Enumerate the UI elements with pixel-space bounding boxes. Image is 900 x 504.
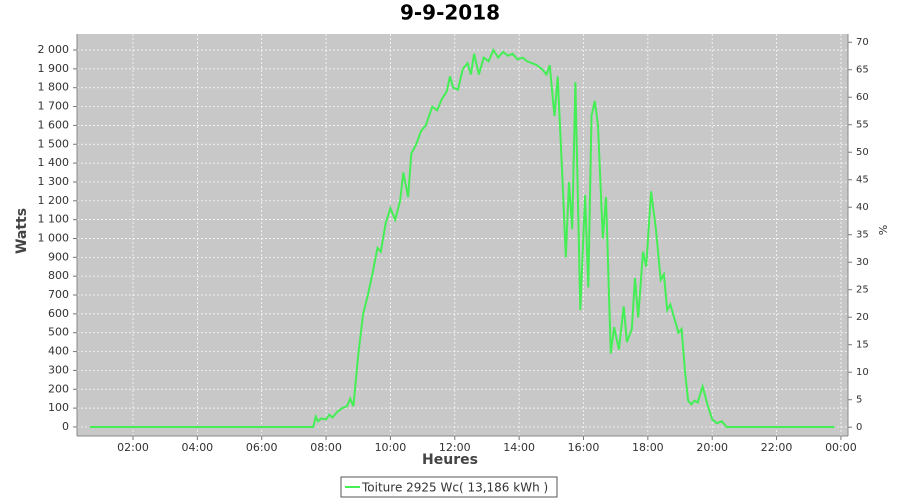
plot-area xyxy=(77,34,848,436)
data-line xyxy=(89,47,835,428)
legend-label: Toiture 2925 Wc( 13,186 kWh ) xyxy=(361,481,548,495)
y-tick-label: 600 xyxy=(48,307,69,320)
y-tick-label: 1 300 xyxy=(38,175,70,188)
y2-axis-title: % xyxy=(876,225,889,235)
x-tick-label: 10:00 xyxy=(375,441,407,454)
y-tick-label: 700 xyxy=(48,288,69,301)
x-tick-label: 18:00 xyxy=(632,441,664,454)
y-tick-label: 400 xyxy=(48,345,69,358)
x-tick-label: 08:00 xyxy=(310,441,342,454)
y-tick-label: 1 900 xyxy=(38,62,70,75)
y-tick-label: 200 xyxy=(48,382,69,395)
legend xyxy=(340,476,558,498)
y2-tick-label: 60 xyxy=(856,92,869,103)
y-tick-label: 1 200 xyxy=(38,194,70,207)
x-tick-label: 16:00 xyxy=(568,441,600,454)
y2-tick-label: 20 xyxy=(856,312,869,323)
y2-tick-label: 30 xyxy=(856,257,869,268)
x-tick-label: 06:00 xyxy=(246,441,278,454)
y2-tick-label: 45 xyxy=(856,175,869,186)
y2-tick-label: 55 xyxy=(856,120,869,131)
y-tick-label: 2 000 xyxy=(38,43,70,56)
y-tick-label: 1 600 xyxy=(38,118,70,131)
y2-tick-label: 70 xyxy=(856,37,869,48)
x-tick-label: 00:00 xyxy=(825,441,857,454)
y-tick-label: 800 xyxy=(48,269,69,282)
y-tick-label: 300 xyxy=(48,363,69,376)
x-tick-label: 02:00 xyxy=(117,441,149,454)
y2-tick-label: 25 xyxy=(856,285,869,296)
y-tick-label: 0 xyxy=(62,420,69,433)
x-axis-title: Heures xyxy=(422,452,478,468)
y-tick-label: 1 000 xyxy=(38,231,70,244)
x-tick-label: 04:00 xyxy=(181,441,213,454)
y2-tick-label: 35 xyxy=(856,230,869,241)
y-tick-label: 500 xyxy=(48,326,69,339)
y-tick-label: 1 500 xyxy=(38,137,70,150)
y-tick-label: 1 400 xyxy=(38,156,70,169)
y-tick-label: 1 100 xyxy=(38,213,70,226)
chart-title: 9-9-2018 xyxy=(400,1,500,25)
y2-tick-label: 15 xyxy=(856,340,869,351)
x-tick-label: 12:00 xyxy=(439,441,471,454)
x-tick-label: 22:00 xyxy=(761,441,793,454)
y2-tick-label: 0 xyxy=(856,422,862,433)
y-axis-title: Watts xyxy=(14,208,30,254)
y2-tick-label: 40 xyxy=(856,202,869,213)
y-tick-label: 1 700 xyxy=(38,100,70,113)
x-tick-label: 14:00 xyxy=(503,441,535,454)
y-tick-label: 1 800 xyxy=(38,81,70,94)
x-tick-label: 20:00 xyxy=(696,441,728,454)
y2-tick-label: 50 xyxy=(856,147,869,158)
y-tick-label: 100 xyxy=(48,401,69,414)
y2-tick-label: 65 xyxy=(856,65,869,76)
y2-tick-label: 5 xyxy=(856,395,862,406)
y-tick-label: 900 xyxy=(48,250,69,263)
y2-tick-label: 10 xyxy=(856,367,869,378)
